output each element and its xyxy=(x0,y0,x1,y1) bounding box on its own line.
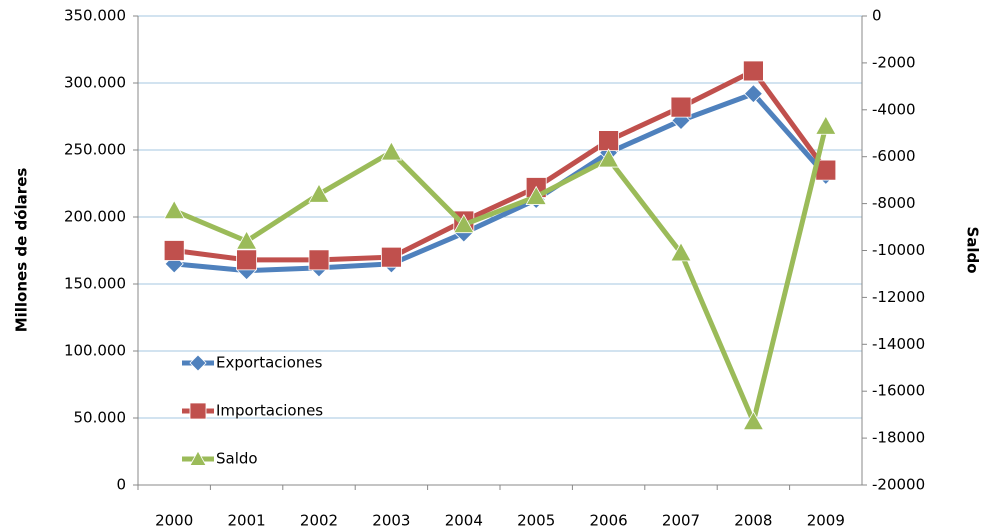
y-tick-label: 0 xyxy=(116,476,126,494)
series-line xyxy=(173,91,828,274)
x-tick-label: 2003 xyxy=(372,512,410,530)
marker xyxy=(189,354,207,372)
series-line xyxy=(173,125,829,425)
marker xyxy=(743,84,763,104)
y2-tick-label: -20000 xyxy=(872,476,925,494)
x-tick-label: 2005 xyxy=(517,512,555,530)
marker xyxy=(189,402,207,420)
y2-tick-label: -2000 xyxy=(872,53,916,71)
y-axis-label: Millones de dólares xyxy=(13,168,31,333)
marker xyxy=(453,213,475,234)
y-tick-label: 200.000 xyxy=(64,208,126,226)
marker xyxy=(525,185,547,205)
marker xyxy=(308,249,330,271)
marker xyxy=(163,199,185,220)
y-tick-label: 300.000 xyxy=(64,74,126,92)
marker xyxy=(163,240,185,261)
x-tick-label: 2001 xyxy=(228,512,266,530)
y2-tick-label: -10000 xyxy=(872,241,925,259)
y2-tick-label: -4000 xyxy=(872,100,916,118)
marker xyxy=(597,148,620,168)
x-tick-label: 2006 xyxy=(590,512,628,530)
marker xyxy=(598,130,619,152)
marker xyxy=(308,183,330,203)
y2-tick-label: -8000 xyxy=(872,194,916,212)
x-tick-label: 2000 xyxy=(155,512,193,530)
marker xyxy=(235,230,258,250)
marker xyxy=(670,242,692,262)
y2-tick-label: -18000 xyxy=(872,429,925,447)
y-tick-label: 150.000 xyxy=(64,275,126,293)
marker xyxy=(189,450,207,466)
y2-tick-label: 0 xyxy=(872,7,882,25)
marker xyxy=(381,246,402,268)
x-tick-label: 2002 xyxy=(300,512,338,530)
y2-axis-label: Saldo xyxy=(964,226,982,273)
y-tick-label: 100.000 xyxy=(64,342,126,360)
marker xyxy=(236,249,257,271)
marker xyxy=(743,60,764,82)
x-tick-label: 2009 xyxy=(807,512,845,530)
y2-tick-label: -14000 xyxy=(872,335,925,353)
y-tick-label: 350.000 xyxy=(64,7,126,25)
marker xyxy=(670,96,692,118)
y-tick-label: 50.000 xyxy=(74,409,127,427)
marker xyxy=(815,115,837,135)
legend-label: Saldo xyxy=(216,450,258,468)
legend-label: Exportaciones xyxy=(216,354,323,372)
series-line xyxy=(173,68,828,263)
x-tick-label: 2004 xyxy=(445,512,483,530)
x-tick-label: 2007 xyxy=(662,512,700,530)
y2-tick-label: -12000 xyxy=(872,288,925,306)
y-tick-label: 250.000 xyxy=(64,141,126,159)
marker xyxy=(380,141,403,161)
x-tick-label: 2008 xyxy=(734,512,772,530)
y2-tick-label: -16000 xyxy=(872,382,925,400)
y2-tick-label: -6000 xyxy=(872,147,916,165)
legend-label: Importaciones xyxy=(216,402,323,420)
marker xyxy=(742,410,765,431)
